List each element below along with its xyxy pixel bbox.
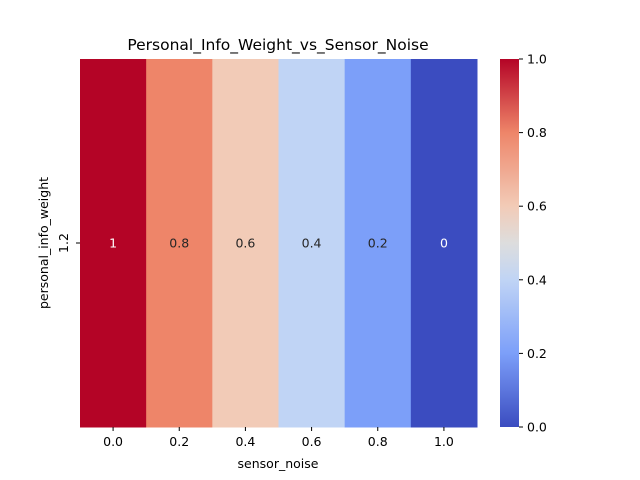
colorbar-tick-label: 0.0 bbox=[527, 420, 547, 435]
heatmap-cell bbox=[146, 59, 213, 428]
x-axis-ticks: 0.0 0.2 0.4 0.6 0.8 1.0 bbox=[103, 427, 454, 449]
colorbar-ticks: 0.0 0.2 0.4 0.6 0.8 1.0 bbox=[519, 52, 547, 435]
x-tick-label: 0.2 bbox=[169, 434, 189, 449]
cell-value-label: 0.6 bbox=[235, 236, 255, 251]
heatmap-cells: 1 0.8 0.6 0.4 0.2 0 bbox=[80, 59, 478, 428]
cell-value-label: 0 bbox=[440, 236, 448, 251]
colorbar-tick-label: 0.8 bbox=[527, 125, 547, 140]
cell-value-label: 0.4 bbox=[302, 236, 322, 251]
y-axis-ticks: 1.2 bbox=[56, 233, 80, 253]
heatmap-cell bbox=[278, 59, 346, 428]
colorbar-tick-label: 1.0 bbox=[527, 52, 547, 67]
x-tick-label: 0.6 bbox=[302, 434, 322, 449]
x-tick-label: 1.0 bbox=[434, 434, 454, 449]
heatmap-cell bbox=[80, 59, 147, 428]
colorbar-tick-label: 0.4 bbox=[527, 272, 547, 287]
heatmap-cell bbox=[212, 59, 279, 428]
colorbar-tick-label: 0.6 bbox=[527, 199, 547, 214]
heatmap-cell bbox=[410, 59, 478, 428]
chart-title: Personal_Info_Weight_vs_Sensor_Noise bbox=[127, 36, 428, 55]
x-tick-label: 0.0 bbox=[103, 434, 123, 449]
heatmap-cell bbox=[344, 59, 412, 428]
cell-value-label: 0.8 bbox=[169, 236, 189, 251]
colorbar-tick-label: 0.2 bbox=[527, 346, 547, 361]
cell-value-label: 1 bbox=[109, 236, 117, 251]
cell-value-label: 0.2 bbox=[368, 236, 388, 251]
x-tick-label: 0.8 bbox=[368, 434, 388, 449]
x-axis-label: sensor_noise bbox=[238, 456, 319, 471]
y-tick-label: 1.2 bbox=[56, 233, 71, 253]
x-tick-label: 0.4 bbox=[235, 434, 255, 449]
colorbar bbox=[500, 59, 519, 427]
y-axis-label: personal_info_weight bbox=[36, 177, 51, 309]
